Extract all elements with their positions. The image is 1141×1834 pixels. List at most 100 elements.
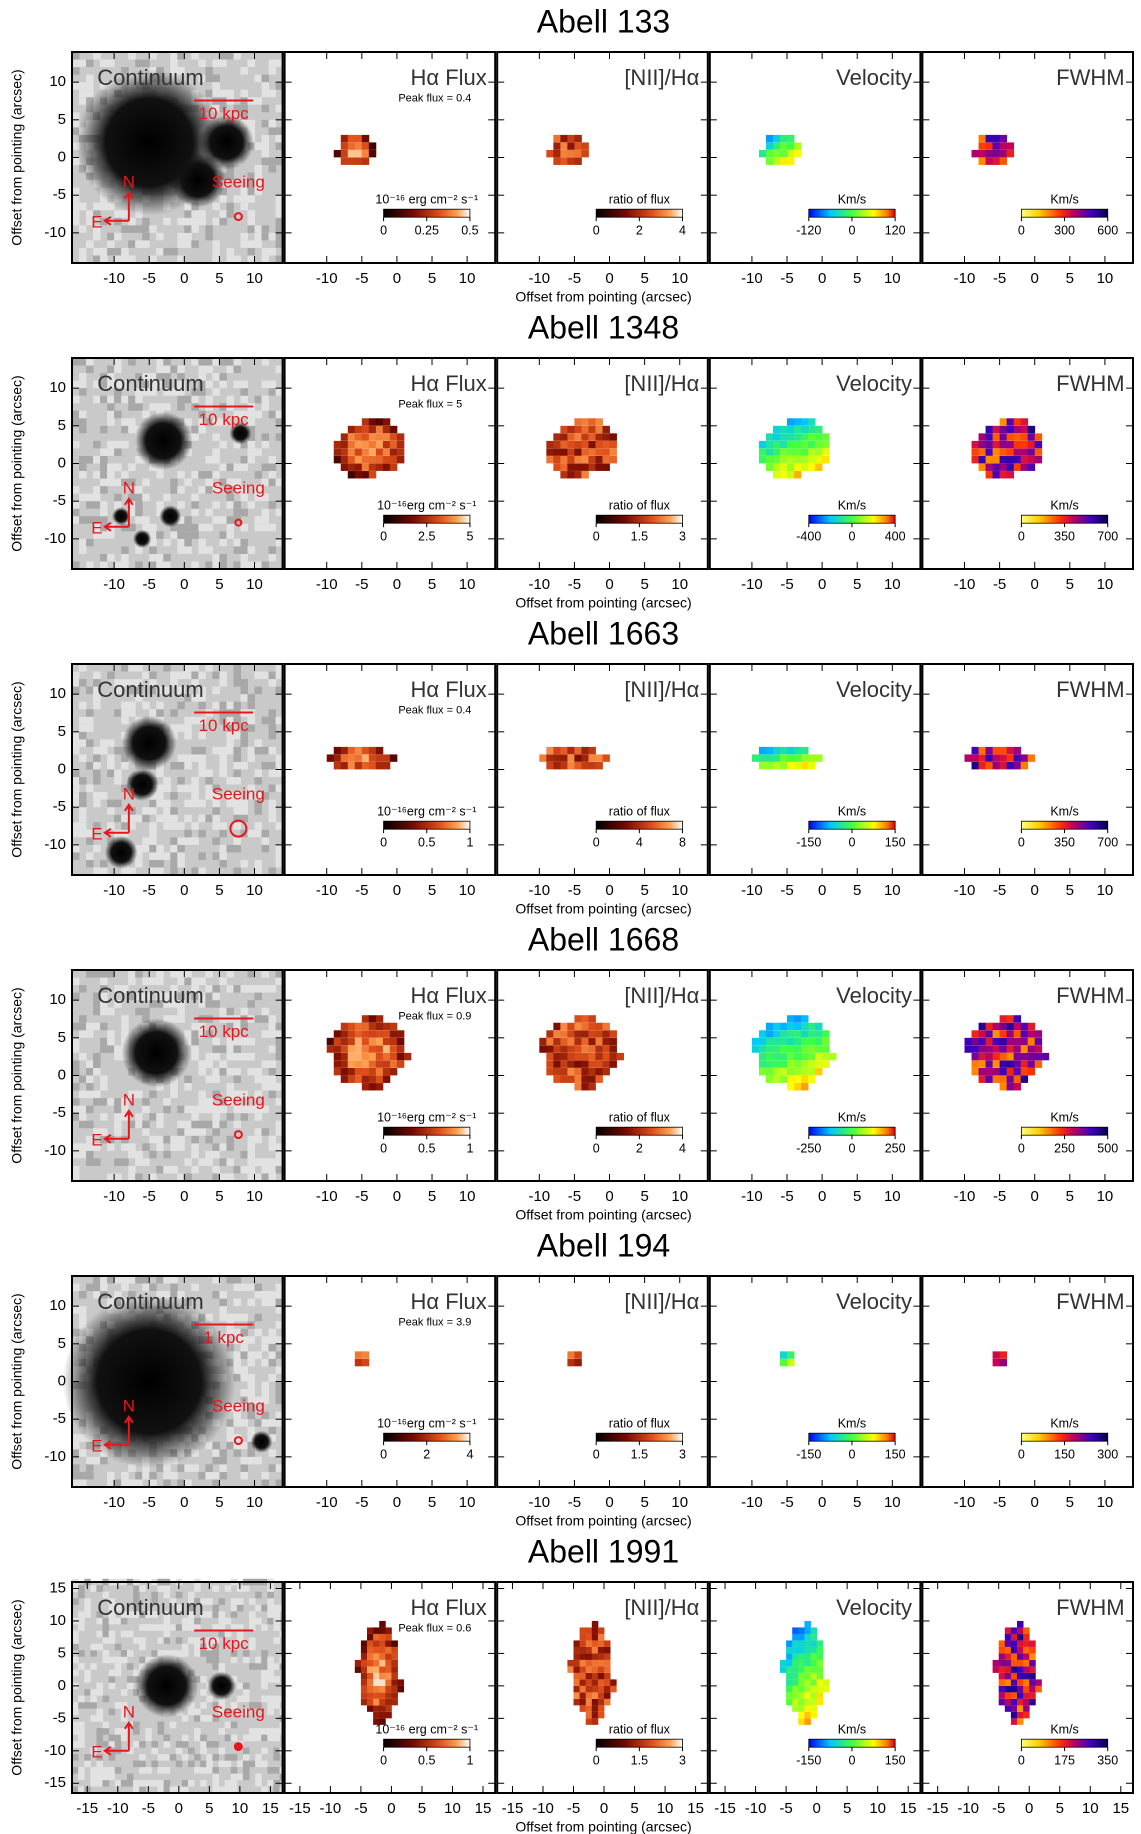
panel-title: Continuum [97,371,203,396]
continuum-pixel [79,82,87,90]
colorbar-label: ratio of flux [609,804,671,818]
map-pixel [801,1030,809,1038]
continuum-pixel [240,508,248,517]
continuum-pixel [163,1276,171,1284]
continuum-pixel [120,1780,128,1787]
continuum-pixel [212,1773,220,1781]
continuum-pixel [170,970,178,978]
continuum-pixel [254,867,263,875]
continuum-pixel [191,1135,199,1144]
continuum-pixel [151,1741,158,1748]
continuum-pixel [170,1090,178,1099]
map-pixel [1034,455,1043,464]
map-pixel [588,425,596,434]
map-pixel [787,761,795,770]
map-pixel [396,1045,405,1053]
continuum-pixel [156,799,164,808]
map-background [709,1276,921,1487]
row-title: Abell 1991 [528,1533,679,1569]
continuum-pixel [114,1479,122,1487]
continuum-pixel [191,1022,199,1031]
continuum-pixel [218,1728,226,1735]
map-pixel [385,1653,392,1660]
continuum-pixel [114,746,122,755]
colorbar-tick-label: 0 [593,1141,600,1155]
continuum-pixel [93,844,101,853]
y-axis-label: Offset from pointing (arcsec) [9,1599,25,1775]
map-pixel [340,157,349,165]
continuum-pixel [224,1721,232,1729]
continuum-pixel [226,365,234,374]
continuum-pixel [163,1585,171,1592]
continuum-pixel [149,977,157,986]
continuum-pixel [194,1708,201,1716]
continuum-pixel [273,1604,281,1612]
continuum-pixel [240,1351,248,1359]
continuum-pixel [96,1643,104,1651]
map-pixel [560,1052,568,1061]
map-pixel [1013,1083,1022,1091]
continuum-pixel [79,59,87,68]
continuum-pixel [212,1090,220,1099]
continuum-pixel [100,202,108,211]
continuum-pixel [275,217,284,226]
x-tick-label: 5 [640,882,648,899]
continuum-pixel [247,746,256,755]
colorbar-label: Km/s [1050,192,1078,206]
continuum-pixel [212,1441,220,1450]
continuum-pixel [205,1075,213,1084]
continuum-pixel [254,395,263,404]
continuum-pixel [177,403,185,411]
map-pixel [602,440,610,449]
map-pixel [340,134,349,143]
continuum-pixel [254,165,263,173]
galaxy [104,835,138,869]
continuum-pixel [212,433,220,441]
continuum-pixel [254,807,263,815]
map-pixel [347,746,356,755]
map-pixel [999,1083,1008,1091]
map-pixel [780,448,788,456]
map-pixel [389,1022,398,1031]
continuum-pixel [198,716,206,725]
y-tick-label: 5 [58,417,66,434]
map-pixel [816,1640,824,1647]
map-pixel [375,448,384,456]
map-pixel [360,1692,368,1699]
x-tick-label: -5 [993,882,1006,899]
continuum-pixel [114,1045,122,1053]
continuum-pixel [175,1624,183,1631]
map-pixel [333,440,342,449]
continuum-pixel [139,1637,146,1644]
x-tick-label: -10 [316,882,338,899]
map-pixel [588,1045,596,1053]
x-tick-label: 10 [246,1188,263,1205]
x-tick-label: -5 [568,576,581,593]
continuum-pixel [268,761,277,770]
x-tick-label: 10 [1097,576,1114,593]
map-pixel [382,433,391,441]
map-pixel [816,1685,824,1693]
map-pixel [360,1646,368,1654]
continuum-pixel [236,1682,244,1690]
map-pixel [333,1067,342,1076]
continuum-pixel [261,1173,270,1181]
continuum-pixel [268,388,277,396]
continuum-pixel [254,225,263,233]
colorbar-tick-label: -150 [796,1753,821,1767]
map-pixel [585,1653,593,1660]
map-pixel [1010,1692,1018,1699]
continuum-pixel [212,1786,220,1794]
colorbar-tick-label: -120 [796,223,821,237]
continuum-pixel [212,671,220,680]
map-pixel [347,463,356,471]
continuum-pixel [268,89,277,98]
continuum-pixel [275,410,284,419]
continuum-pixel [226,1090,234,1099]
continuum-pixel [79,701,87,710]
continuum-pixel [72,686,80,695]
continuum-pixel [268,1419,277,1427]
colorbar-label: Km/s [1050,498,1078,512]
map-pixel [999,1075,1008,1083]
map-pixel [978,1037,986,1046]
